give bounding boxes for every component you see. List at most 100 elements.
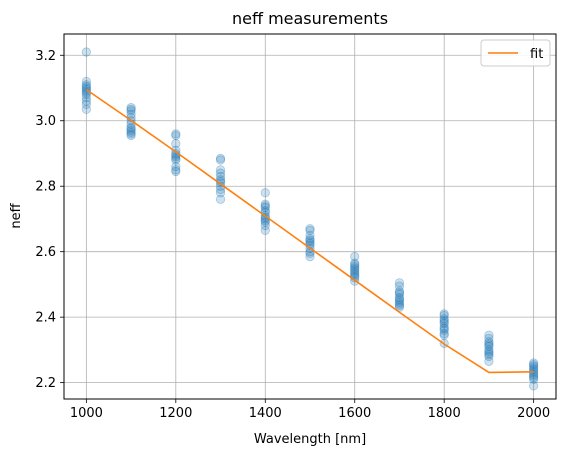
legend-fit-label: fit [530, 47, 543, 62]
scatter-point [484, 346, 494, 357]
scatter-point [394, 281, 405, 291]
scatter-point [350, 252, 360, 262]
plot-frame [63, 33, 557, 400]
scatter-point [260, 188, 270, 198]
scatter-point [126, 103, 136, 113]
scatter-point [305, 235, 315, 245]
scatter-point [171, 130, 181, 141]
scatter-point [171, 129, 181, 139]
scatter-point [171, 155, 181, 165]
scatter-point [350, 268, 360, 278]
scatter-point [439, 328, 449, 339]
scatter-point [484, 345, 494, 355]
scatter-point [305, 233, 315, 244]
scatter-point [81, 104, 91, 114]
scatter-point [260, 217, 270, 227]
scatter-point [126, 124, 136, 134]
scatter-point [529, 381, 539, 391]
scatter-point [81, 86, 91, 96]
chart-title: neff measurements [232, 9, 388, 28]
scatter-point [260, 199, 270, 209]
scatter-point [439, 314, 449, 324]
fit-line [85, 88, 534, 374]
scatter-point [439, 322, 449, 332]
scatter-point [81, 76, 91, 87]
scatter-point [215, 188, 226, 198]
y-tick-label: 2.2 [35, 376, 56, 391]
scatter-point [394, 278, 405, 288]
scatter-point [394, 297, 405, 308]
scatter-point [171, 166, 181, 177]
y-tick-label: 2.8 [35, 180, 56, 195]
scatter-point [171, 139, 181, 149]
x-tick-label: 1200 [159, 406, 192, 421]
scatter-point [126, 129, 136, 139]
grid [64, 34, 556, 399]
scatter-point [394, 292, 405, 303]
scatter-point [484, 350, 494, 360]
scatter-point [81, 83, 91, 93]
y-tick-label: 2.4 [35, 311, 56, 326]
scatter-point [126, 122, 136, 132]
scatter-point [394, 288, 405, 298]
scatter-point [350, 263, 360, 273]
scatter-point [529, 361, 539, 371]
scatter-point [305, 225, 315, 236]
scatter-point [215, 155, 226, 165]
scatter-point [171, 148, 181, 159]
scatter-point [484, 340, 494, 350]
legend: fit [480, 39, 551, 67]
scatter-point [215, 165, 226, 175]
scatter-point [215, 184, 226, 195]
scatter-point [439, 309, 449, 319]
scatter-point [126, 106, 136, 116]
scatter-point [260, 225, 270, 236]
scatter-point [215, 194, 226, 204]
scatter-point [350, 265, 360, 275]
scatter-point [260, 201, 270, 211]
axis-ticks: 1000 1200 1400 1600 1800 2000 2.2 2.4 2.6 2.8 3.0 3… [35, 49, 550, 421]
x-tick-label: 1800 [428, 406, 461, 421]
scatter-point [439, 310, 449, 321]
scatter-point [439, 325, 449, 335]
scatter-point [81, 96, 91, 106]
x-tick-label: 1000 [70, 406, 103, 421]
scatter-point [439, 324, 449, 334]
y-tick-label: 3.2 [35, 49, 56, 64]
fit-line-layer [85, 88, 534, 374]
x-axis-title: Wavelength [nm] [254, 432, 366, 447]
y-tick-label: 3.0 [35, 114, 56, 129]
scatter-point [394, 286, 405, 296]
scatter-point [81, 93, 91, 103]
scatter-point [484, 351, 494, 362]
scatter-point [126, 125, 136, 136]
scatter-point [260, 206, 270, 216]
scatter-point [126, 104, 136, 114]
scatter-point [350, 266, 360, 276]
scatter-point [305, 224, 315, 234]
scatter-point [126, 127, 136, 137]
scatter-point [215, 153, 226, 163]
scatter-point [305, 252, 315, 262]
scatter-point [484, 342, 494, 352]
scatter-point [484, 338, 494, 348]
scatter-point [350, 260, 360, 270]
scatter-point [171, 165, 181, 175]
x-tick-label: 1600 [338, 406, 371, 421]
scatter-point [484, 330, 494, 340]
scatter-point [350, 261, 360, 272]
scatter-point [215, 171, 226, 181]
scatter-point [260, 202, 270, 213]
scatter-point [529, 374, 539, 384]
scatter-point [394, 289, 405, 299]
scatter-point [484, 337, 494, 347]
scatter-point [439, 315, 449, 326]
scatter-point [439, 330, 449, 340]
scatter-point [81, 99, 91, 109]
scatter-point [305, 230, 315, 240]
scatter-point [394, 294, 405, 304]
scatter-point [305, 248, 315, 258]
scatter-point [171, 145, 181, 155]
